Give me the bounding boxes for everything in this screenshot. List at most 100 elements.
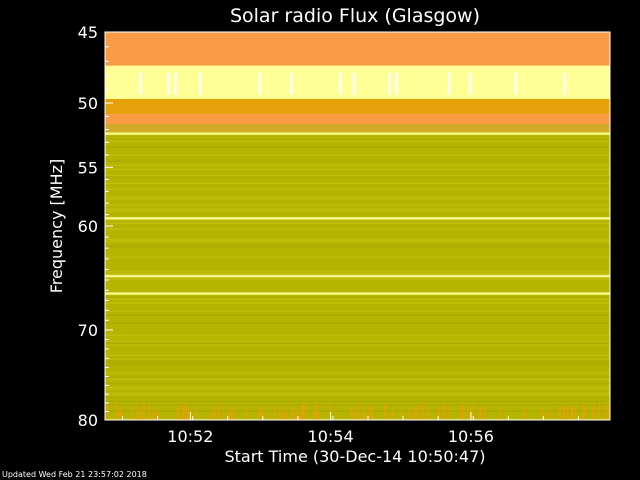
y-tick-label: 70 xyxy=(78,321,98,340)
x-axis: 10:52 10:54 10:56 xyxy=(122,412,579,446)
low-freq-fleck xyxy=(523,407,526,420)
low-freq-fleck xyxy=(295,406,297,420)
low-freq-fleck xyxy=(356,402,359,420)
texture-line xyxy=(105,386,610,388)
low-freq-fleck xyxy=(362,408,364,420)
burst-column xyxy=(258,72,262,95)
low-freq-fleck xyxy=(427,409,430,420)
low-freq-fleck xyxy=(269,411,271,420)
low-freq-fleck xyxy=(329,403,331,420)
texture-line xyxy=(105,362,610,364)
burst-column xyxy=(514,72,518,95)
low-freq-fleck xyxy=(364,411,367,420)
low-freq-fleck xyxy=(351,407,353,420)
texture-line xyxy=(105,168,610,170)
low-freq-fleck xyxy=(195,408,197,420)
low-freq-fleck xyxy=(185,402,187,420)
texture-line xyxy=(105,176,610,178)
burst-column xyxy=(563,72,567,95)
low-freq-fleck xyxy=(234,407,237,420)
low-freq-fleck xyxy=(469,411,471,420)
texture-line xyxy=(105,222,610,224)
texture-line xyxy=(105,382,610,384)
low-freq-fleck xyxy=(302,403,304,420)
texture-line xyxy=(105,154,610,156)
low-freq-fleck xyxy=(417,404,420,420)
low-freq-fleck xyxy=(139,410,141,420)
low-freq-fleck xyxy=(463,402,465,420)
x-tick-label: 10:54 xyxy=(308,427,354,446)
texture-line xyxy=(105,400,610,402)
texture-line xyxy=(105,196,610,198)
texture-line xyxy=(105,302,610,304)
low-freq-fleck xyxy=(313,411,315,420)
low-freq-fleck xyxy=(299,411,301,420)
low-freq-fleck xyxy=(500,406,502,420)
low-freq-fleck xyxy=(571,407,574,420)
bright-line xyxy=(105,88,610,91)
bright-line xyxy=(105,217,610,220)
texture-line xyxy=(105,342,610,344)
band xyxy=(105,124,610,133)
low-freq-fleck xyxy=(119,406,122,420)
low-freq-fleck xyxy=(274,406,276,420)
low-freq-fleck xyxy=(217,408,220,420)
low-freq-fleck xyxy=(176,408,178,420)
low-freq-fleck xyxy=(598,403,600,420)
chart-title: Solar radio Flux (Glasgow) xyxy=(230,5,480,27)
texture-line xyxy=(105,378,610,380)
low-freq-fleck xyxy=(118,411,121,420)
burst-column xyxy=(167,72,171,95)
burst-column xyxy=(352,72,356,95)
texture-line xyxy=(105,376,610,378)
low-freq-fleck xyxy=(478,408,481,420)
burst-column xyxy=(388,72,392,95)
low-freq-fleck xyxy=(605,405,607,420)
low-freq-fleck xyxy=(213,406,216,420)
texture-line xyxy=(105,228,610,230)
burst-columns xyxy=(106,72,609,420)
texture-line xyxy=(105,272,610,274)
texture-line xyxy=(105,182,610,184)
low-freq-fleck xyxy=(563,406,565,420)
low-freq-fleck xyxy=(384,402,386,420)
texture-line xyxy=(105,210,610,212)
low-freq-fleck xyxy=(353,409,355,420)
low-freq-fleck xyxy=(231,407,233,420)
low-freq-fleck xyxy=(211,410,213,420)
texture-line xyxy=(105,270,610,272)
low-freq-fleck xyxy=(157,407,160,420)
low-freq-fleck xyxy=(286,411,288,420)
texture-line xyxy=(105,198,610,200)
low-freq-fleck xyxy=(228,410,231,420)
plot-area xyxy=(105,32,610,420)
y-tick-label: 60 xyxy=(78,217,98,236)
low-freq-fleck xyxy=(282,408,285,420)
texture-line xyxy=(105,354,610,356)
low-freq-fleck xyxy=(607,403,609,420)
low-freq-fleck xyxy=(438,407,441,420)
bright-line xyxy=(105,292,610,295)
texture-line xyxy=(105,164,610,166)
texture-line xyxy=(105,246,610,248)
low-freq-fleck xyxy=(541,407,543,420)
texture-line xyxy=(105,146,610,148)
texture-line xyxy=(105,240,610,242)
texture-line xyxy=(105,238,610,240)
texture-line xyxy=(105,396,610,398)
low-freq-fleck xyxy=(315,403,318,420)
texture-lines xyxy=(105,138,610,420)
texture-line xyxy=(105,204,610,206)
burst-column xyxy=(174,72,178,95)
low-freq-fleck xyxy=(228,411,230,420)
y-tick-label: 45 xyxy=(78,23,98,42)
low-freq-fleck xyxy=(278,409,281,420)
low-freq-fleck xyxy=(131,407,133,420)
texture-line xyxy=(105,140,610,142)
low-freq-fleck xyxy=(582,403,585,420)
bright-emission-lines xyxy=(105,78,610,295)
burst-column xyxy=(468,72,472,95)
low-freq-fleck xyxy=(391,410,393,420)
texture-line xyxy=(105,298,610,300)
